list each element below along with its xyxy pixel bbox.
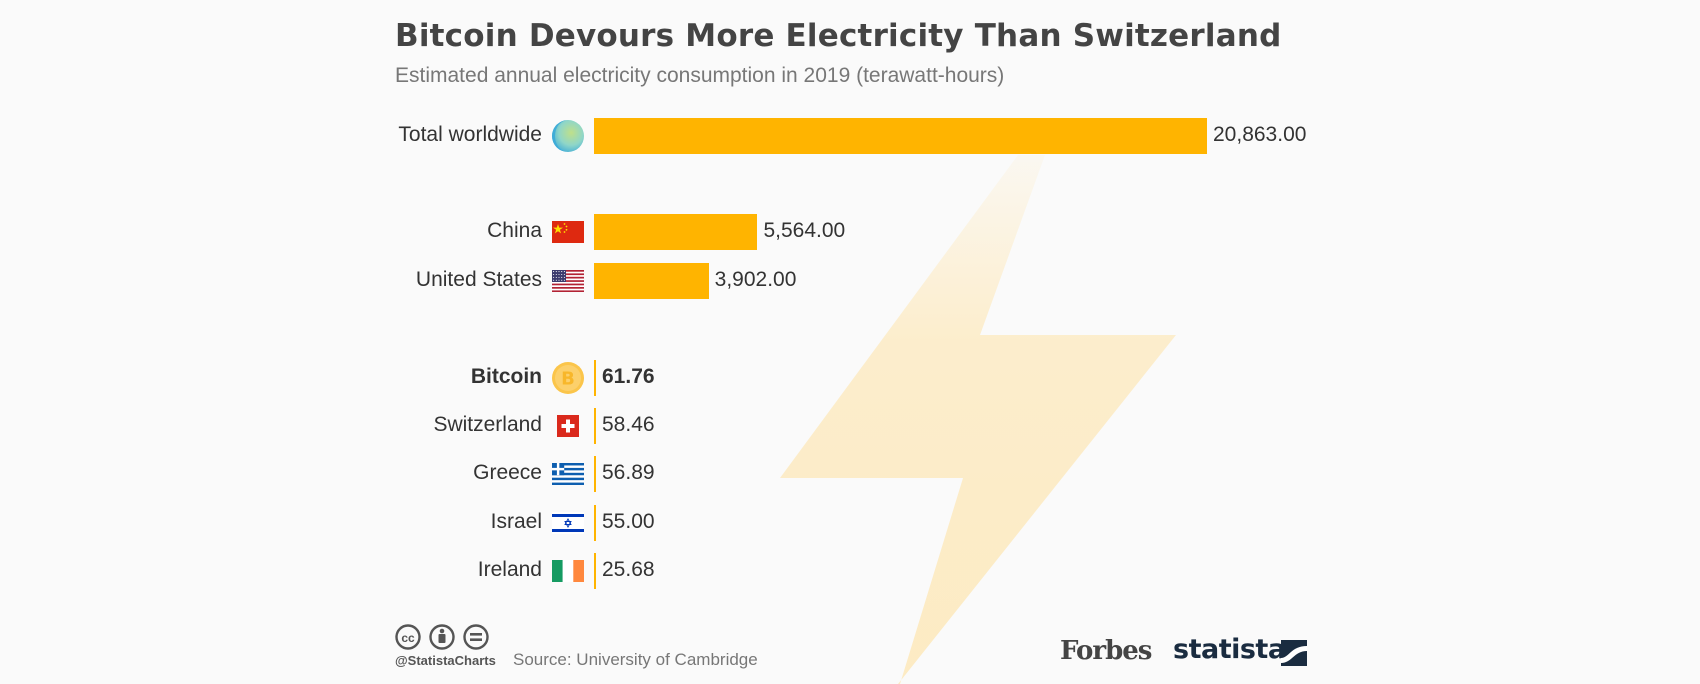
bar-united-states [594, 263, 709, 299]
category-label-israel: Israel [490, 510, 542, 533]
value-label-china: 5,564.00 [763, 219, 846, 242]
bar-china [594, 214, 758, 250]
category-label-total-worldwide: Total worldwide [398, 123, 542, 146]
us-flag-icon [552, 270, 584, 293]
china-flag-icon [552, 221, 584, 243]
bar-israel [594, 505, 596, 541]
creative-commons-icons: cc [395, 624, 489, 650]
category-label-china: China [487, 219, 542, 242]
ireland-flag-icon [552, 560, 584, 582]
category-label-greece: Greece [473, 461, 542, 484]
bar-total-worldwide [594, 118, 1207, 154]
chart-subtitle: Estimated annual electricity consumption… [395, 64, 1005, 87]
statista-handle: @StatistaCharts [395, 653, 496, 668]
switzerland-flag-icon [557, 415, 579, 437]
greece-flag-icon [552, 463, 584, 486]
globe-icon [551, 119, 585, 153]
value-label-total-worldwide: 20,863.00 [1213, 123, 1307, 146]
bar-switzerland [594, 408, 596, 444]
svg-text:cc: cc [401, 631, 415, 645]
value-label-switzerland: 58.46 [602, 413, 655, 436]
value-label-ireland: 25.68 [602, 558, 655, 581]
category-label-bitcoin: Bitcoin [470, 365, 542, 388]
bar-greece [594, 456, 596, 492]
forbes-logo: Forbes [1060, 636, 1152, 666]
chart-title: Bitcoin Devours More Electricity Than Sw… [395, 18, 1282, 54]
value-label-united-states: 3,902.00 [714, 268, 797, 291]
value-label-israel: 55.00 [602, 510, 655, 533]
bitcoin-icon: B [551, 361, 585, 395]
source-note: Source: University of Cambridge [513, 650, 758, 669]
svg-text:B: B [561, 369, 575, 390]
bar-ireland [594, 553, 596, 589]
category-label-united-states: United States [415, 268, 542, 291]
bar-bitcoin [594, 360, 596, 396]
statista-logo: statista [1173, 634, 1286, 665]
israel-flag-icon [552, 512, 584, 534]
statista-logo-icon [1281, 640, 1307, 666]
category-label-switzerland: Switzerland [433, 413, 542, 436]
category-label-ireland: Ireland [477, 558, 542, 581]
value-label-bitcoin: 61.76 [602, 365, 655, 388]
value-label-greece: 56.89 [602, 461, 655, 484]
